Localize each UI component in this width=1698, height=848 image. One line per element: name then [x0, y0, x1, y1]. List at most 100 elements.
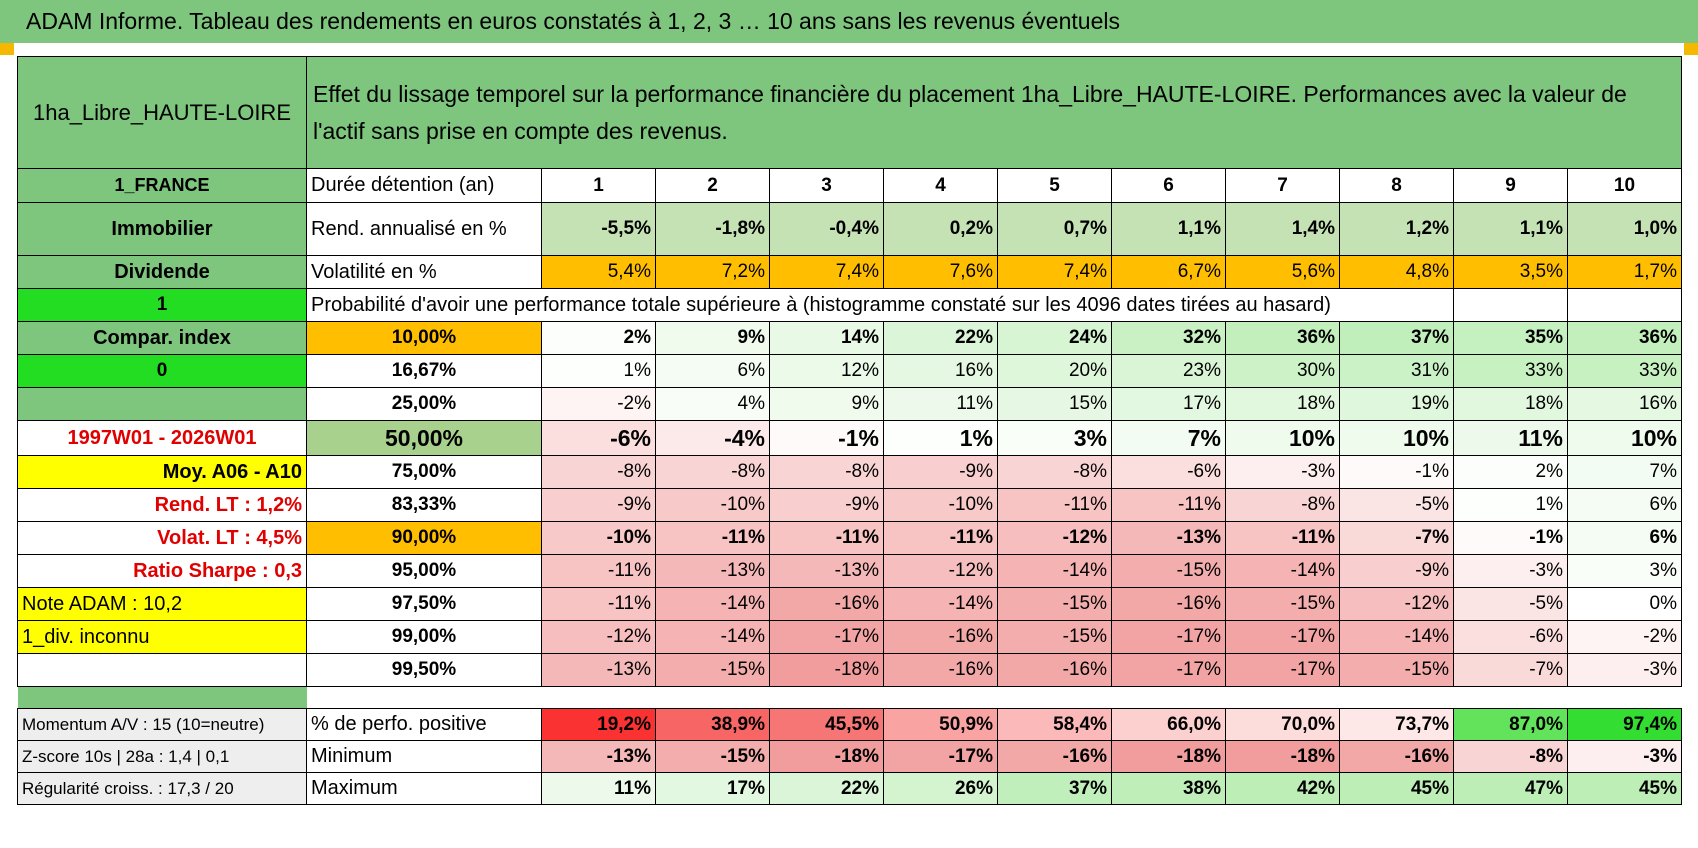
- separator: [1226, 687, 1340, 709]
- percentile-value: -13%: [541, 653, 656, 687]
- percentile-value: 2%: [1453, 455, 1568, 489]
- rend-value: 1,2%: [1339, 202, 1454, 256]
- percentile-value: -17%: [1111, 653, 1226, 687]
- duration-header: Durée détention (an): [306, 168, 542, 203]
- percentile-value: -6%: [541, 420, 656, 456]
- bottom-value: 22%: [769, 772, 884, 805]
- percentile-value: -16%: [769, 587, 884, 621]
- percentile-value: -10%: [541, 521, 656, 555]
- rend-value: 1,4%: [1225, 202, 1340, 256]
- separator: [1340, 687, 1454, 709]
- bottom-value: 17%: [655, 772, 770, 805]
- percentile-value: -2%: [541, 387, 656, 421]
- percentile-value: 20%: [997, 354, 1112, 388]
- bottom-value: 45%: [1567, 772, 1682, 805]
- percentile-value: 31%: [1339, 354, 1454, 388]
- percentile-value: 16%: [1567, 387, 1682, 421]
- percentile-value: -17%: [1225, 653, 1340, 687]
- percentile-value: 24%: [997, 321, 1112, 355]
- percentile-value: 19%: [1339, 387, 1454, 421]
- volat-label: Volatilité en %: [306, 255, 542, 289]
- rend-value: 1,0%: [1567, 202, 1682, 256]
- separator: [1568, 687, 1682, 709]
- empty-cell: [1567, 288, 1682, 322]
- volat-value: 7,4%: [997, 255, 1112, 289]
- percentile-value: 12%: [769, 354, 884, 388]
- percentile-threshold: 50,00%: [306, 420, 542, 456]
- separator: [307, 687, 542, 709]
- side-label: Volat. LT : 4,5%: [17, 521, 307, 555]
- side-label: 1997W01 - 2026W01: [17, 420, 307, 456]
- bottom-value: 50,9%: [883, 708, 998, 741]
- volat-value: 6,7%: [1111, 255, 1226, 289]
- percentile-value: 33%: [1567, 354, 1682, 388]
- percentile-value: -11%: [541, 587, 656, 621]
- percentile-value: -3%: [1453, 554, 1568, 588]
- percentile-value: 36%: [1225, 321, 1340, 355]
- probability-title: Probabilité d'avoir une performance tota…: [306, 288, 1454, 322]
- bottom-value: 87,0%: [1453, 708, 1568, 741]
- percentile-value: 2%: [541, 321, 656, 355]
- country-label: 1_FRANCE: [17, 168, 307, 203]
- percentile-value: -13%: [1111, 521, 1226, 555]
- percentile-value: -17%: [1111, 620, 1226, 654]
- bottom-value: -16%: [997, 740, 1112, 773]
- bottom-value: -18%: [1111, 740, 1226, 773]
- percentile-value: -3%: [1567, 653, 1682, 687]
- year-header: 4: [883, 168, 998, 203]
- percentile-value: -16%: [1111, 587, 1226, 621]
- year-header: 9: [1453, 168, 1568, 203]
- percentile-value: -10%: [883, 488, 998, 522]
- percentile-value: -11%: [997, 488, 1112, 522]
- side-label: Ratio Sharpe : 0,3: [17, 554, 307, 588]
- bottom-value: 38%: [1111, 772, 1226, 805]
- percentile-value: -12%: [997, 521, 1112, 555]
- year-header: 8: [1339, 168, 1454, 203]
- percentile-value: -11%: [883, 521, 998, 555]
- percentile-value: 14%: [769, 321, 884, 355]
- percentile-value: -16%: [997, 653, 1112, 687]
- bottom-value: 45%: [1339, 772, 1454, 805]
- percentile-value: -17%: [769, 620, 884, 654]
- returns-table: 1ha_Libre_HAUTE-LOIRE Effet du lissage t…: [17, 56, 1682, 805]
- percentile-threshold: 99,50%: [306, 653, 542, 687]
- bottom-value: 47%: [1453, 772, 1568, 805]
- bottom-side-label: Régularité croiss. : 17,3 / 20: [17, 772, 307, 805]
- bottom-value: -3%: [1567, 740, 1682, 773]
- bottom-value: 73,7%: [1339, 708, 1454, 741]
- percentile-value: -14%: [997, 554, 1112, 588]
- rend-label: Rend. annualisé en %: [306, 202, 542, 256]
- percentile-value: -4%: [655, 420, 770, 456]
- percentile-value: -14%: [883, 587, 998, 621]
- percentile-value: -15%: [1339, 653, 1454, 687]
- percentile-value: 16%: [883, 354, 998, 388]
- volat-value: 3,5%: [1453, 255, 1568, 289]
- percentile-value: 23%: [1111, 354, 1226, 388]
- percentile-value: -14%: [1339, 620, 1454, 654]
- percentile-value: -15%: [1111, 554, 1226, 588]
- bottom-side-label: Momentum A/V : 15 (10=neutre): [17, 708, 307, 741]
- bottom-value: 70,0%: [1225, 708, 1340, 741]
- separator: [542, 687, 656, 709]
- percentile-value: -6%: [1111, 455, 1226, 489]
- percentile-value: 22%: [883, 321, 998, 355]
- volat-value: 7,4%: [769, 255, 884, 289]
- percentile-value: -9%: [541, 488, 656, 522]
- percentile-value: -8%: [769, 455, 884, 489]
- percentile-value: -15%: [1225, 587, 1340, 621]
- year-header: 10: [1567, 168, 1682, 203]
- separator: [884, 687, 998, 709]
- percentile-value: 3%: [997, 420, 1112, 456]
- percentile-value: -8%: [655, 455, 770, 489]
- percentile-value: -7%: [1453, 653, 1568, 687]
- side-label: 0: [17, 354, 307, 388]
- bottom-row-label: Maximum: [306, 772, 542, 805]
- table-description: Effet du lissage temporel sur la perform…: [306, 56, 1682, 169]
- volat-value: 5,4%: [541, 255, 656, 289]
- percentile-value: -1%: [769, 420, 884, 456]
- year-header: 2: [655, 168, 770, 203]
- percentile-value: -5%: [1453, 587, 1568, 621]
- bottom-value: 45,5%: [769, 708, 884, 741]
- percentile-value: 9%: [769, 387, 884, 421]
- percentile-value: 7%: [1111, 420, 1226, 456]
